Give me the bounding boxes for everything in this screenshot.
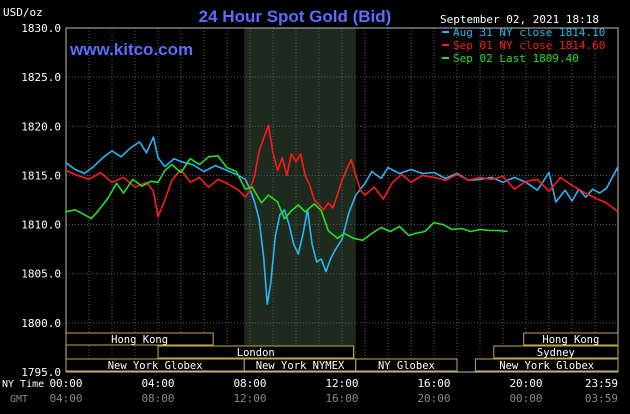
- legend-entry: Sep 01 NY close 1814.60: [453, 39, 605, 52]
- x-tick-label-ny: 16:00: [417, 377, 450, 390]
- series-line-1: [65, 136, 619, 305]
- y-tick-label: 1825.0: [21, 71, 61, 84]
- series-line-2: [65, 124, 619, 218]
- session-box-frame: [523, 332, 619, 346]
- session-label: Hong Kong: [542, 334, 599, 346]
- plot-frame: [65, 27, 619, 373]
- legend-entry: Aug 31 NY close 1814.10: [453, 26, 605, 39]
- x-tick-label-gmt: 16:00: [325, 392, 358, 405]
- x-tick-label-gmt: 03:59: [585, 392, 618, 405]
- session-label: NY Globex: [378, 360, 435, 372]
- series-line-3: [65, 155, 508, 242]
- x-tick-label-gmt: 12:00: [233, 392, 266, 405]
- session-box: Sydney: [493, 345, 619, 359]
- session-box-frame: [355, 358, 458, 372]
- session-box: New York Globex: [65, 358, 245, 372]
- session-label: New York Globex: [108, 360, 203, 372]
- x-tick-label-ny: 00:00: [49, 377, 82, 390]
- session-label: Sydney: [537, 347, 575, 359]
- session-box-frame: [157, 345, 354, 359]
- y-tick-label: 1805.0: [21, 268, 61, 281]
- session-label: New York NYMEX: [256, 360, 345, 372]
- x-tick-label-gmt: 04:00: [49, 392, 82, 405]
- x-tick-label-gmt: 00:00: [509, 392, 542, 405]
- y-tick-label: 1810.0: [21, 219, 61, 232]
- y-tick-label: 1800.0: [21, 317, 61, 330]
- session-label: London: [237, 347, 275, 359]
- y-tick-label: 1795.0: [21, 366, 61, 379]
- chart-title: 24 Hour Spot Gold (Bid): [199, 7, 392, 26]
- session-label: Hong Kong: [111, 334, 168, 346]
- y-tick-label: 1820.0: [21, 120, 61, 133]
- session-box: NY Globex: [355, 358, 458, 372]
- x-tick-label-gmt: 20:00: [417, 392, 450, 405]
- x-tick-label-ny: 23:59: [585, 377, 618, 390]
- session-box: London: [157, 345, 354, 359]
- x-tick-label-ny: 20:00: [509, 377, 542, 390]
- session-box-frame: [474, 358, 619, 372]
- session-box: Hong Kong: [65, 332, 214, 346]
- y-tick-label: 1815.0: [21, 169, 61, 182]
- session-box: Hong Kong: [523, 332, 619, 346]
- x-tick-label-gmt: 08:00: [141, 392, 174, 405]
- session-label: New York Globex: [499, 360, 594, 372]
- gmt-label: GMT: [10, 394, 28, 405]
- x-tick-label-ny: 04:00: [141, 377, 174, 390]
- session-box: New York Globex: [474, 358, 619, 372]
- ny-time-label: NY Time: [2, 379, 44, 390]
- trading-hours-band: [244, 28, 356, 372]
- legend-entry: Sep 02 Last 1809.40: [453, 52, 579, 65]
- session-box-frame: [65, 332, 214, 346]
- website-label: www.kitco.com: [69, 40, 193, 59]
- session-box: New York NYMEX: [243, 358, 357, 372]
- x-tick-label-ny: 12:00: [325, 377, 358, 390]
- currency-label: USD/oz: [3, 6, 43, 19]
- session-box-frame: [493, 345, 619, 359]
- y-tick-label: 1830.0: [21, 22, 61, 35]
- date-label: September 02, 2021 18:18: [440, 13, 599, 26]
- x-tick-label-ny: 08:00: [233, 377, 266, 390]
